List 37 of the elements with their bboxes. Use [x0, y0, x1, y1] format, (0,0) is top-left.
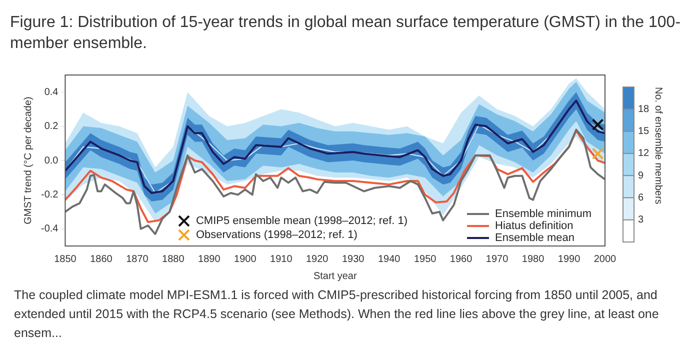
color-bar-label: 6	[638, 192, 644, 204]
text: The coupled climate model MPI-ESM1.1 is forced with CMIP5-prescribed historical forcing from 1850 until 2005, and extended until 2015 with the RCP4.5 scenario (see Methods). When the red line lies above the grey line, at least one ensem...	[14, 287, 660, 342]
x-tick-label: 1960	[450, 254, 473, 265]
x-tick-label: 1870	[126, 254, 149, 265]
y-tick-label: 0.0	[44, 155, 59, 166]
x-tick-label: 1920	[306, 254, 329, 265]
color-bar-label: 15	[638, 126, 650, 138]
chart-title: Figure 1: Distribution of 15-year trends in global mean surface temperature (GMST) in the 100-member ensemble.	[10, 13, 682, 54]
color-bar-label: 3	[638, 214, 644, 226]
x-tick-label: 1900	[234, 254, 257, 265]
color-bar-label: 18	[638, 104, 650, 115]
x-axis-title: Start year	[313, 270, 358, 282]
x-tick-label: 1880	[162, 254, 185, 265]
legend-label: Hiatus definition	[495, 220, 574, 232]
x-tick-label: 2000	[594, 254, 617, 265]
x-tick-label: 1850	[54, 254, 77, 265]
legend-label: Observations (1998–2012; ref. 1)	[196, 229, 358, 242]
x-tick-label: 1940	[378, 254, 401, 265]
y-tick-label: -0.4	[40, 224, 59, 235]
legend-label: CMIP5 ensemble mean (1998–2012; ref. 1)	[196, 215, 408, 228]
y-axis-title: GMST trend (°C per decade)	[22, 96, 34, 224]
y-tick-label: -0.2	[40, 189, 59, 200]
y-tick-label: 0.2	[44, 121, 59, 132]
x-tick-label: 1930	[342, 254, 365, 265]
x-tick-label: 1980	[522, 254, 545, 265]
y-tick-label: 0.4	[44, 86, 59, 98]
legend-label: Ensemble mean	[495, 232, 574, 244]
x-tick-label: 1860	[90, 254, 113, 265]
x-tick-label: 1990	[558, 254, 581, 265]
color-bar-label: 9	[638, 170, 644, 182]
x-tick-label: 1910	[270, 254, 293, 265]
legend-label: Ensemble minimum	[495, 208, 592, 220]
x-tick-label: 1950	[414, 254, 437, 265]
color-bar-label: 12	[638, 148, 650, 160]
x-tick-label: 1970	[486, 254, 509, 265]
color-bar-title: No. of ensemble members	[652, 87, 664, 204]
x-tick-label: 1890	[198, 254, 221, 265]
